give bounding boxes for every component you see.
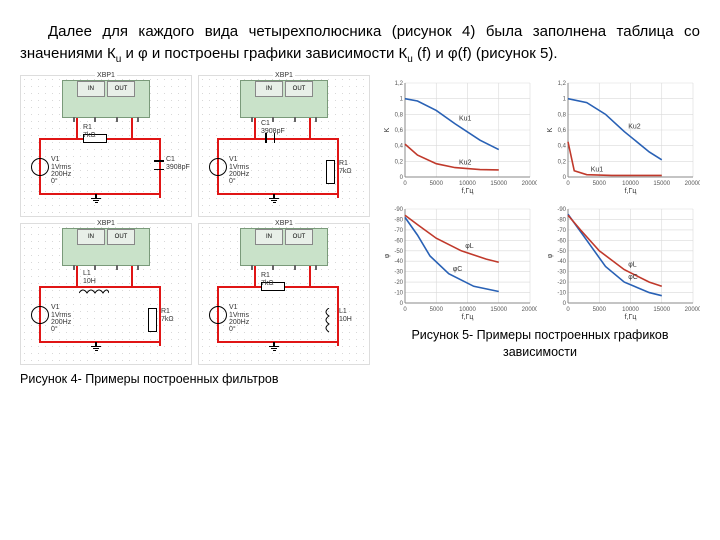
svg-text:0: 0 <box>403 181 407 187</box>
bode-plotter: XBP1 IN OUT <box>62 80 150 118</box>
svg-text:Ku2: Ku2 <box>628 124 641 131</box>
svg-text:f,Гц: f,Гц <box>625 188 637 195</box>
svg-text:15000: 15000 <box>653 181 670 187</box>
body-paragraph: Далее для каждого вида четырехполюсника … <box>20 21 700 67</box>
caption-figure-5: Рисунок 5- Примеры построенных графиков … <box>380 327 700 360</box>
svg-text:-10: -10 <box>394 291 403 297</box>
svg-text:5000: 5000 <box>593 181 607 187</box>
svg-text:φL: φL <box>465 243 474 250</box>
svg-text:K: K <box>384 128 391 133</box>
svg-text:1: 1 <box>400 97 404 103</box>
svg-text:1: 1 <box>563 97 567 103</box>
svg-text:f,Гц: f,Гц <box>462 314 474 321</box>
svg-text:0: 0 <box>566 181 570 187</box>
svg-text:0,6: 0,6 <box>395 128 404 134</box>
svg-text:-20: -20 <box>557 280 566 286</box>
svg-text:-70: -70 <box>394 228 403 234</box>
chart-phi-2: 0-10-20-30-40-50-60-70-80-90050001000015… <box>543 201 700 321</box>
figure-5: 00,20,40,60,811,205000100001500020000Ku1… <box>380 75 700 387</box>
svg-text:1,2: 1,2 <box>395 81 404 87</box>
figure-4: XBP1 IN OUT R17kΩ <box>20 75 370 387</box>
svg-text:f,Гц: f,Гц <box>625 314 637 321</box>
svg-text:5000: 5000 <box>430 181 444 187</box>
svg-text:φС: φС <box>628 274 638 281</box>
svg-text:1,2: 1,2 <box>558 81 567 87</box>
svg-text:20000: 20000 <box>685 307 700 313</box>
svg-text:-80: -80 <box>557 218 566 224</box>
svg-text:5000: 5000 <box>593 307 607 313</box>
svg-text:φL: φL <box>628 262 637 269</box>
svg-text:-40: -40 <box>394 259 403 265</box>
svg-text:-90: -90 <box>557 207 566 213</box>
svg-text:0,6: 0,6 <box>558 128 567 134</box>
svg-text:15000: 15000 <box>653 307 670 313</box>
svg-text:-40: -40 <box>557 259 566 265</box>
svg-text:-30: -30 <box>394 270 403 276</box>
svg-text:-30: -30 <box>557 270 566 276</box>
svg-text:-10: -10 <box>557 291 566 297</box>
svg-text:10000: 10000 <box>459 307 476 313</box>
svg-text:-80: -80 <box>394 218 403 224</box>
svg-text:φС: φС <box>453 266 463 273</box>
svg-text:K: K <box>547 128 554 133</box>
svg-text:-20: -20 <box>394 280 403 286</box>
svg-text:10000: 10000 <box>459 181 476 187</box>
circuit-lr: XBP1 INOUT L110H R17kΩ V11Vrms200Hz <box>20 223 192 365</box>
svg-text:f,Гц: f,Гц <box>462 188 474 195</box>
circuit-rl: XBP1 INOUT R17kΩ L110H V11Vrms200Hz <box>198 223 370 365</box>
svg-text:-60: -60 <box>394 239 403 245</box>
svg-text:0,2: 0,2 <box>395 160 404 166</box>
svg-text:-50: -50 <box>394 249 403 255</box>
svg-text:15000: 15000 <box>490 181 507 187</box>
svg-text:20000: 20000 <box>522 181 537 187</box>
svg-text:Ku1: Ku1 <box>591 167 604 174</box>
svg-text:5000: 5000 <box>430 307 444 313</box>
svg-text:Ku2: Ku2 <box>459 160 472 167</box>
svg-text:Ku1: Ku1 <box>459 116 472 123</box>
chart-phi-1: 0-10-20-30-40-50-60-70-80-90050001000015… <box>380 201 537 321</box>
svg-text:10000: 10000 <box>622 307 639 313</box>
chart-ku-2: 00,20,40,60,811,205000100001500020000Ku2… <box>543 75 700 195</box>
circuit-rc-lowpass: XBP1 IN OUT R17kΩ <box>20 75 192 217</box>
svg-text:20000: 20000 <box>685 181 700 187</box>
svg-text:-70: -70 <box>557 228 566 234</box>
svg-text:-90: -90 <box>394 207 403 213</box>
svg-text:0: 0 <box>403 307 407 313</box>
svg-text:0,8: 0,8 <box>395 113 404 119</box>
svg-text:0,4: 0,4 <box>395 144 404 150</box>
circuit-cr-highpass: XBP1 INOUT C13908pF R17kΩ V11Vrms20 <box>198 75 370 217</box>
chart-ku-1: 00,20,40,60,811,205000100001500020000Ku1… <box>380 75 537 195</box>
svg-text:-60: -60 <box>557 239 566 245</box>
svg-text:20000: 20000 <box>522 307 537 313</box>
svg-text:φ: φ <box>384 254 391 259</box>
svg-text:0: 0 <box>566 307 570 313</box>
svg-text:-50: -50 <box>557 249 566 255</box>
svg-text:φ: φ <box>547 254 554 259</box>
svg-text:15000: 15000 <box>490 307 507 313</box>
svg-text:0,2: 0,2 <box>558 160 567 166</box>
caption-figure-4: Рисунок 4- Примеры построенных фильтров <box>20 371 370 387</box>
svg-text:0,4: 0,4 <box>558 144 567 150</box>
svg-text:0,8: 0,8 <box>558 113 567 119</box>
svg-text:10000: 10000 <box>622 181 639 187</box>
